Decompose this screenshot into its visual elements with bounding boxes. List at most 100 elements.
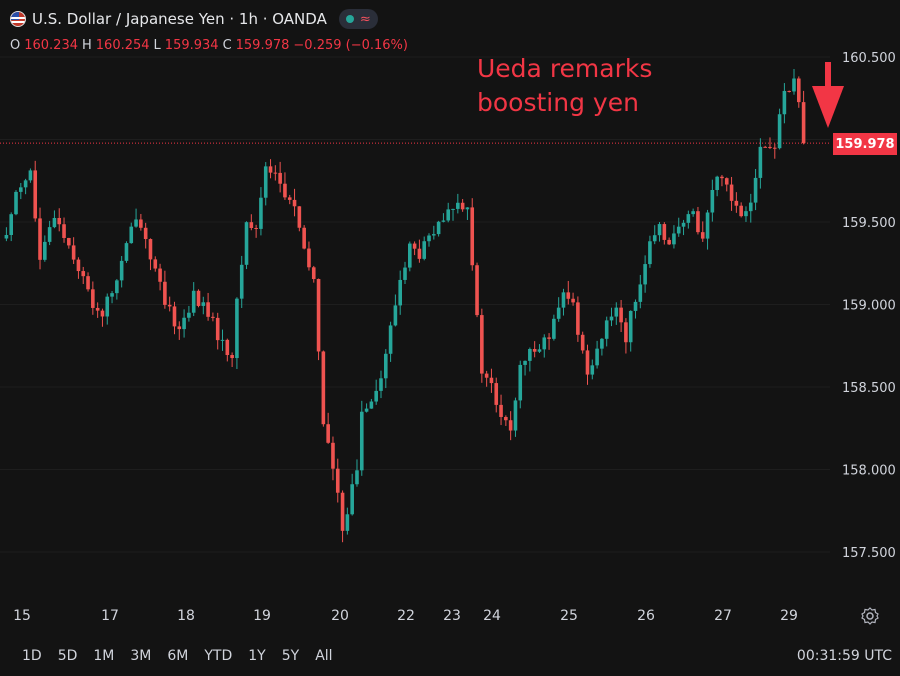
candle (777, 108, 782, 150)
candle (552, 314, 556, 341)
candle (28, 168, 33, 183)
candle (796, 76, 801, 108)
market-status[interactable]: ≈ (338, 9, 378, 29)
candle (715, 175, 719, 197)
candle (100, 308, 105, 327)
candle (359, 400, 364, 476)
candle (297, 206, 302, 232)
candle (259, 187, 263, 236)
range-button-5y[interactable]: 5Y (281, 648, 300, 664)
down-arrow-annotation (812, 62, 844, 128)
candle (604, 316, 609, 347)
candle (124, 241, 129, 263)
candle (355, 459, 359, 487)
time-tick-label: 25 (560, 608, 578, 624)
time-tick-label: 24 (483, 608, 501, 624)
range-button-ytd[interactable]: YTD (204, 648, 233, 664)
candle (374, 379, 378, 405)
candles (4, 69, 806, 543)
candle (494, 377, 499, 413)
candle (167, 296, 172, 312)
candle (523, 360, 527, 376)
candle (52, 210, 57, 229)
candle (600, 338, 604, 356)
candle (335, 458, 340, 503)
candle (648, 235, 652, 268)
candle (283, 172, 287, 200)
candle (292, 188, 297, 217)
candle (561, 288, 566, 316)
close-label: C (222, 38, 232, 53)
candle (484, 370, 489, 387)
symbol-title[interactable]: U.S. Dollar / Japanese Yen · 1h · OANDA (32, 10, 327, 28)
candle (38, 207, 42, 270)
candle (393, 294, 398, 327)
candle (86, 272, 90, 292)
utc-clock[interactable]: 00:31:59 UTC (796, 648, 892, 664)
candle (33, 160, 38, 222)
candle (441, 213, 446, 223)
candle (311, 265, 316, 283)
range-selector: 1D 5D 1M 3M 6M YTD 1Y 5Y All (14, 636, 341, 676)
candle (148, 238, 153, 271)
candle (734, 192, 739, 213)
candle (4, 227, 9, 242)
candle (748, 193, 753, 223)
candle (350, 473, 354, 516)
time-tick-label: 26 (637, 608, 655, 624)
candle (657, 222, 662, 242)
candle (436, 220, 441, 237)
candle (566, 280, 571, 305)
range-button-1m[interactable]: 1M (93, 648, 115, 664)
candle (763, 145, 767, 148)
candle (499, 394, 503, 426)
price-tick-label: 159.500 (842, 216, 896, 231)
range-button-all[interactable]: All (315, 648, 333, 664)
candle (331, 436, 335, 481)
range-button-6m[interactable]: 6M (167, 648, 189, 664)
candle (412, 241, 417, 256)
open-label: O (10, 38, 21, 53)
candle (220, 329, 225, 351)
annotation-line-1: Ueda remarks (477, 54, 653, 83)
candle (662, 222, 667, 245)
candle (379, 370, 383, 399)
candle (105, 293, 110, 325)
candle (71, 237, 76, 264)
low-value: 159.934 (164, 38, 219, 53)
candle (744, 206, 748, 222)
candle (115, 279, 119, 300)
candle (422, 236, 427, 261)
price-axis[interactable]: 160.500160.000159.500159.000158.500158.0… (842, 51, 896, 561)
candle (235, 297, 239, 369)
range-button-5d[interactable]: 5D (57, 648, 78, 664)
candle (614, 302, 619, 325)
gear-icon[interactable] (860, 606, 880, 626)
candle (768, 137, 772, 150)
chart-header: U.S. Dollar / Japanese Yen · 1h · OANDA … (10, 8, 378, 30)
annotation-text: Ueda remarks boosting yen (477, 52, 652, 120)
candle (249, 214, 254, 231)
time-axis[interactable]: 15 17 18 19 20 22 23 24 25 26 27 29 (13, 608, 798, 624)
candle (364, 403, 369, 413)
range-button-1d[interactable]: 1D (22, 648, 42, 664)
last-price-label: 159.978 (833, 133, 897, 155)
candle (129, 222, 134, 244)
price-tick-label: 159.000 (842, 299, 896, 314)
candle (139, 213, 143, 231)
candle (595, 340, 599, 369)
candle (110, 290, 114, 304)
time-tick-label: 29 (780, 608, 798, 624)
price-tick-label: 157.500 (842, 546, 896, 561)
price-tick-label: 158.000 (842, 464, 896, 479)
candle (753, 168, 758, 211)
time-tick-label: 19 (253, 608, 271, 624)
candle (119, 256, 124, 288)
range-button-3m[interactable]: 3M (130, 648, 152, 664)
candle (710, 179, 715, 222)
candle (451, 208, 455, 221)
range-button-1y[interactable]: 1Y (248, 648, 266, 664)
candle (470, 198, 475, 271)
candle (9, 212, 14, 242)
